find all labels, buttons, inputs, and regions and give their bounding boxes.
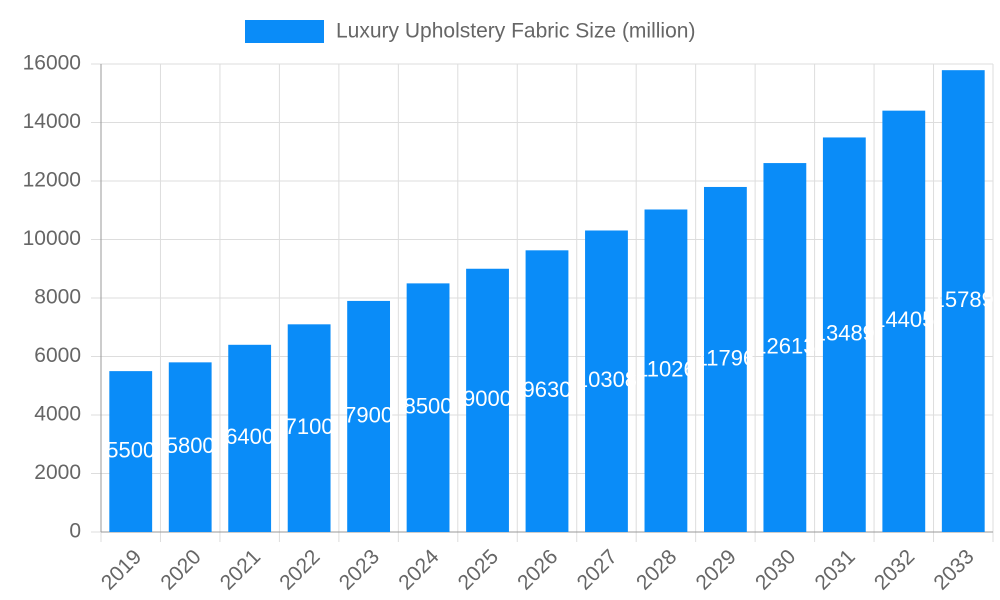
bar xyxy=(347,300,391,532)
x-tick-label: 2022 xyxy=(275,545,324,594)
bar xyxy=(822,137,866,532)
data-label: 13489 xyxy=(814,321,875,346)
x-tick-label: 2028 xyxy=(632,545,681,594)
bar xyxy=(228,344,272,532)
x-tick-label: 2023 xyxy=(335,545,384,594)
data-label: 6400 xyxy=(225,424,274,449)
bar xyxy=(882,110,926,532)
data-label: 9000 xyxy=(463,386,512,411)
y-tick-label: 6000 xyxy=(34,344,81,367)
x-tick-label: 2019 xyxy=(97,545,146,594)
data-label: 5800 xyxy=(166,433,215,458)
bar xyxy=(703,186,747,533)
legend-swatch[interactable] xyxy=(245,20,324,43)
data-label: 7900 xyxy=(344,402,393,427)
bar xyxy=(109,371,153,532)
data-label: 14405 xyxy=(873,307,934,332)
y-tick-label: 0 xyxy=(69,520,81,543)
y-tick-label: 4000 xyxy=(34,403,81,426)
data-label: 5500 xyxy=(106,437,155,462)
x-tick-label: 2020 xyxy=(156,545,205,594)
bar xyxy=(287,324,331,532)
data-label: 15789 xyxy=(933,287,994,312)
x-tick-label: 2025 xyxy=(454,545,503,594)
x-tick-label: 2031 xyxy=(810,545,859,594)
bar xyxy=(763,163,807,532)
x-tick-label: 2030 xyxy=(751,545,800,594)
y-tick-label: 8000 xyxy=(34,286,81,309)
bar xyxy=(525,250,569,532)
x-tick-label: 2027 xyxy=(573,545,622,594)
data-label: 7100 xyxy=(285,414,334,439)
data-label: 10308 xyxy=(576,367,637,392)
bar xyxy=(941,70,985,532)
x-tick-label: 2026 xyxy=(513,545,562,594)
data-label: 11796 xyxy=(696,345,756,370)
x-tick-label: 2033 xyxy=(929,545,978,594)
x-tick-label: 2021 xyxy=(216,545,265,594)
data-label: 11026 xyxy=(636,357,696,382)
x-tick-label: 2024 xyxy=(394,545,444,595)
y-tick-label: 14000 xyxy=(23,110,81,133)
bar xyxy=(644,209,688,532)
legend-label[interactable]: Luxury Upholstery Fabric Size (million) xyxy=(336,20,695,43)
bar xyxy=(585,230,628,532)
data-label: 8500 xyxy=(404,394,453,419)
data-label: 12613 xyxy=(754,333,815,358)
bar xyxy=(406,283,450,532)
y-tick-label: 12000 xyxy=(23,169,81,192)
x-tick-label: 2029 xyxy=(692,545,741,594)
bar xyxy=(168,362,212,532)
y-tick-label: 16000 xyxy=(23,52,81,75)
x-tick-label: 2032 xyxy=(870,545,919,594)
y-tick-label: 2000 xyxy=(34,461,81,484)
data-label: 9630 xyxy=(523,377,572,402)
y-tick-label: 10000 xyxy=(23,227,81,250)
bar xyxy=(466,268,509,532)
